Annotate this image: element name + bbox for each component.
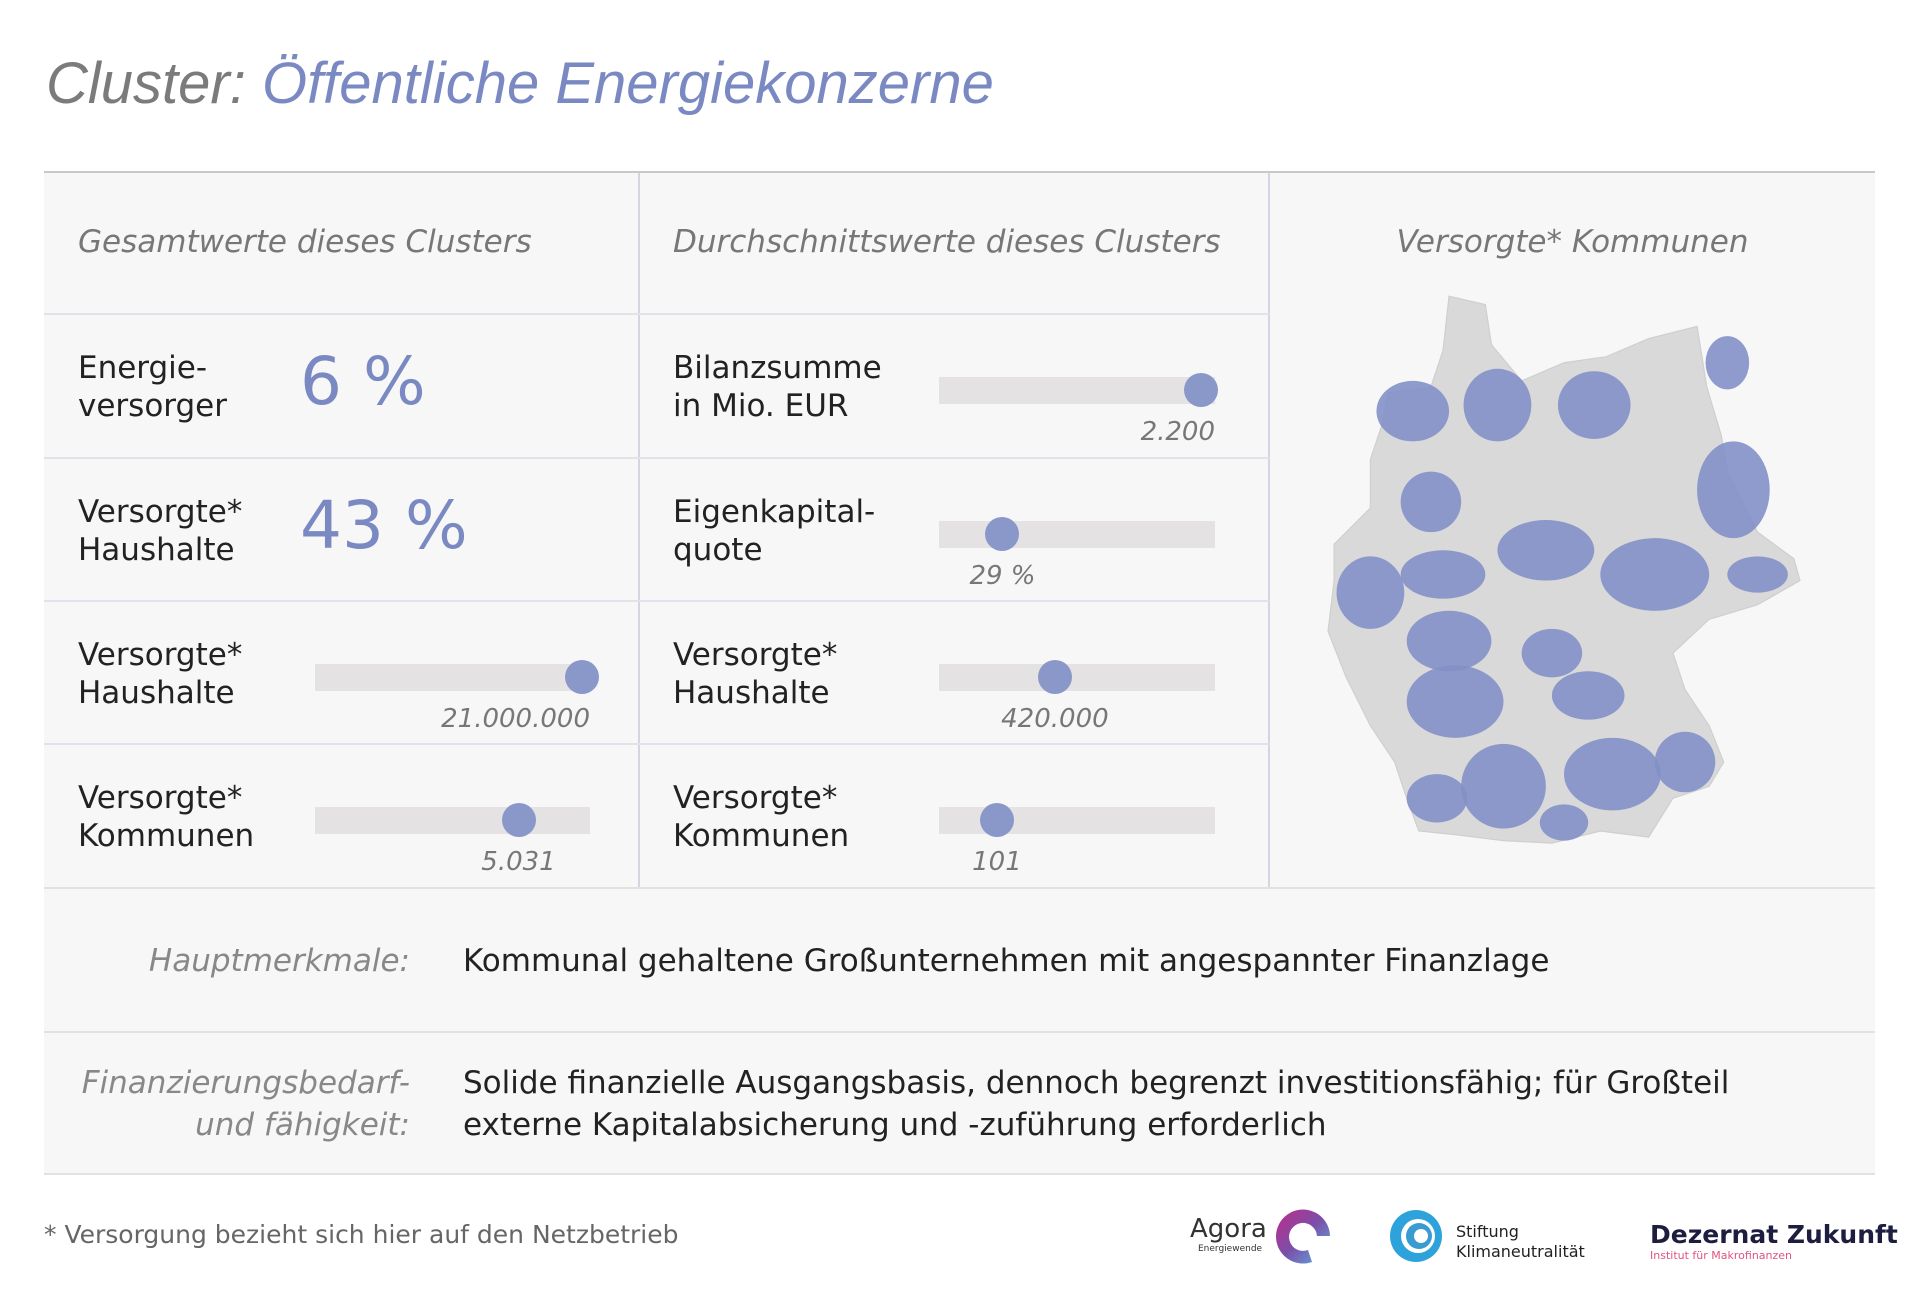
column-divider: [1268, 173, 1270, 887]
column-divider: [638, 173, 640, 887]
row-divider: [44, 457, 1269, 459]
slider-knob[interactable]: [1184, 373, 1219, 407]
supplied-municipalities-area: [1727, 556, 1788, 593]
supplied-municipalities-area: [1564, 737, 1661, 811]
supplied-municipalities-area: [1400, 471, 1462, 533]
supplied-municipalities-area: [1336, 556, 1405, 629]
slider-value: 21.000.000: [441, 704, 590, 734]
slider-track[interactable]: 29 %: [939, 517, 1215, 591]
slider-value: 420.000: [1001, 704, 1109, 734]
row-divider: [44, 600, 1269, 602]
supplied-municipalities-area: [1497, 520, 1595, 581]
slider-knob[interactable]: [1037, 660, 1072, 694]
financing-label: Finanzierungsbedarf-und fähigkeit:: [81, 1065, 410, 1143]
row-label: Versorgte* Kommunen: [673, 780, 850, 854]
financing-text: Solide finanzielle Ausgangsbasis, dennoc…: [463, 1065, 1730, 1143]
supplied-municipalities-area: [1521, 628, 1583, 678]
row-label: Bilanzsumme in Mio. EUR: [673, 350, 882, 424]
supplied-municipalities-area: [1406, 774, 1468, 823]
row-label: Energie-versorger: [78, 350, 227, 424]
slider-knob[interactable]: [979, 803, 1014, 837]
supplied-municipalities-area: [1654, 731, 1716, 793]
supplied-municipalities-area: [1697, 441, 1770, 539]
agora-logo-icon: [1276, 1209, 1330, 1264]
row-label: Versorgte* Haushalte: [78, 494, 243, 568]
slider-track[interactable]: 5.031: [315, 803, 590, 877]
row-label: Versorgte* Haushalte: [673, 637, 838, 711]
stiftung-logo: Stiftung Klimaneutralität: [1456, 1222, 1585, 1261]
supplied-municipalities-area: [1557, 371, 1631, 439]
supplied-municipalities-area: [1539, 804, 1589, 841]
slider-track[interactable]: 21.000.000: [315, 660, 599, 734]
supplied-municipalities-area: [1600, 538, 1710, 611]
supplied-municipalities-area: [1406, 610, 1492, 672]
supplied-municipalities-area: [1551, 671, 1625, 720]
slider-value: 5.031: [481, 847, 556, 877]
slider-knob[interactable]: [501, 803, 536, 837]
supplied-municipalities-area: [1376, 380, 1450, 442]
slider-knob[interactable]: [985, 517, 1020, 551]
row-label: Eigenkapital-quote: [673, 494, 876, 568]
features-label: Hauptmerkmale:: [148, 943, 410, 979]
germany-map: [1327, 295, 1801, 844]
slider-track[interactable]: 2.200: [939, 373, 1219, 447]
supplied-municipalities-area: [1461, 743, 1546, 829]
big-percentage: 43 %: [300, 487, 468, 564]
row-divider: [44, 313, 1269, 315]
totals-header: Gesamtwerte dieses Clusters: [78, 224, 532, 260]
averages-header: Durchschnittswerte dieses Clusters: [673, 224, 1221, 260]
supplied-municipalities-area: [1463, 368, 1532, 442]
agora-logo: Agora Energiewende: [1190, 1214, 1267, 1254]
financing-row: [44, 1031, 1875, 1175]
big-percentage: 6 %: [300, 343, 426, 420]
slider-value: 29 %: [969, 561, 1036, 591]
features-row: [44, 887, 1875, 1031]
slider-value: 2.200: [1140, 417, 1215, 447]
slider-knob[interactable]: [564, 660, 599, 694]
row-label: Versorgte* Haushalte: [78, 637, 243, 711]
supplied-municipalities-area: [1400, 550, 1486, 599]
row-label: Versorgte* Kommunen: [78, 780, 255, 854]
supplied-municipalities-area: [1705, 336, 1750, 390]
map-header: Versorgte* Kommunen: [1396, 224, 1749, 260]
features-text: Kommunal gehaltene Großunternehmen mit a…: [463, 943, 1550, 979]
dezernat-logo: Dezernat Zukunft Institut für Makrofinan…: [1650, 1220, 1898, 1262]
slider-value: 101: [972, 847, 1022, 877]
row-divider: [44, 743, 1269, 745]
slider-track[interactable]: 420.000: [939, 660, 1215, 734]
footnote: * Versorgung bezieht sich hier auf den N…: [44, 1220, 679, 1249]
stiftung-logo-icon: [1390, 1210, 1442, 1262]
supplied-municipalities-area: [1406, 665, 1504, 738]
slider-track[interactable]: 101: [939, 803, 1215, 877]
page-title: Cluster: Öffentliche Energiekonzerne: [46, 51, 994, 116]
